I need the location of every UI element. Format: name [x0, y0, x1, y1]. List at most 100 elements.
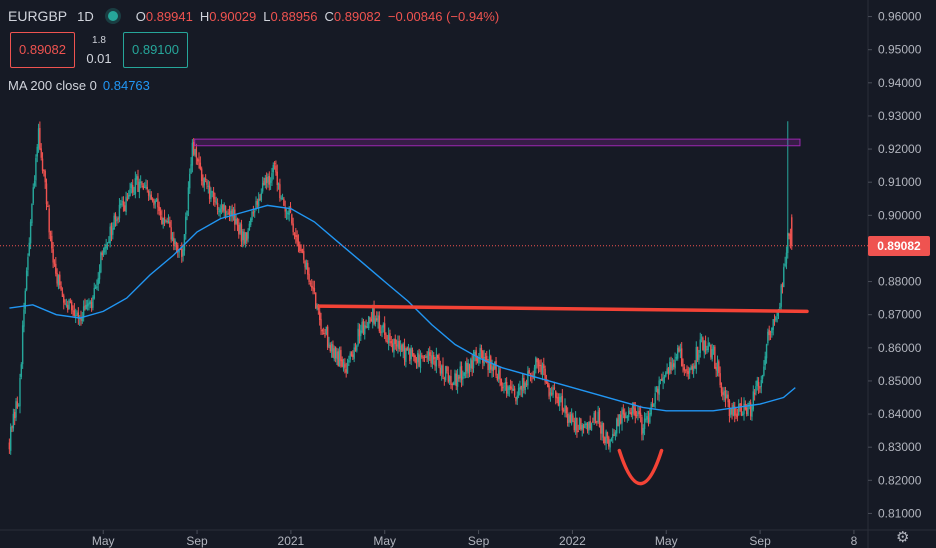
candle-body — [440, 365, 443, 374]
candle-body — [458, 376, 460, 379]
candle-body — [470, 358, 472, 369]
candle-body — [27, 257, 29, 270]
candle-body — [291, 214, 293, 224]
candle-body — [727, 394, 729, 403]
candle-body — [775, 317, 777, 321]
candle-body — [537, 361, 540, 367]
buy-button[interactable]: 0.89100 — [123, 32, 188, 68]
candle-body — [277, 183, 280, 185]
candle-body — [55, 263, 57, 274]
candle-body — [608, 437, 610, 447]
candle-body — [158, 206, 160, 211]
candle-body — [139, 181, 142, 183]
candle-body — [645, 419, 647, 421]
candle-body — [349, 353, 351, 360]
candle-body — [561, 395, 564, 411]
candle-body — [755, 386, 757, 393]
candle-body — [749, 402, 752, 417]
candle-body — [203, 178, 206, 186]
candle-body — [238, 225, 240, 235]
candle-body — [501, 387, 504, 389]
candle-body — [613, 435, 615, 437]
candle-body — [72, 310, 74, 312]
candle-body — [67, 305, 69, 310]
candle-body — [682, 364, 684, 367]
candle-body — [474, 352, 476, 355]
candle-body — [433, 355, 435, 360]
candle-body — [711, 349, 713, 360]
candle-body — [464, 362, 467, 374]
timeframe-label[interactable]: 1D — [77, 8, 94, 24]
gear-icon[interactable]: ⚙ — [896, 529, 910, 546]
candle-body — [382, 324, 385, 328]
candle-body — [684, 369, 687, 371]
candle-body — [434, 360, 436, 366]
candle-body — [691, 366, 694, 370]
candle-body — [345, 369, 347, 373]
candle-body — [157, 198, 159, 208]
candle-body — [259, 198, 261, 201]
candle-body — [536, 358, 538, 363]
candle-body — [748, 403, 751, 405]
candle-body — [718, 361, 720, 373]
candle-body — [169, 221, 171, 228]
candle-body — [631, 403, 634, 414]
candle-body — [369, 317, 371, 319]
candle-body — [589, 420, 591, 429]
candle-body — [150, 194, 152, 200]
candle-body — [726, 394, 728, 399]
candle-body — [93, 288, 95, 299]
low-value: 0.88956 — [270, 8, 318, 24]
time-tick-label: Sep — [186, 534, 208, 548]
candle-body — [334, 346, 337, 359]
candle-body — [196, 159, 199, 162]
candle-body — [120, 203, 122, 206]
ma-indicator-legend[interactable]: MA 200 close 0 0.84763 — [8, 78, 150, 93]
candle-body — [492, 367, 495, 371]
candle-body — [759, 386, 761, 389]
candle-body — [397, 340, 399, 348]
high-value: 0.90029 — [209, 8, 257, 24]
candle-body — [77, 312, 80, 319]
candle-body — [227, 213, 229, 215]
candle-body — [281, 197, 284, 199]
candle-body — [430, 355, 432, 364]
candle-body — [124, 205, 126, 212]
candle-body — [265, 177, 268, 184]
candle-body — [271, 173, 273, 182]
candle-body — [438, 357, 440, 367]
candle-body — [285, 212, 288, 214]
candle-body — [308, 273, 310, 283]
candle-body — [556, 397, 558, 399]
candle-body — [519, 386, 521, 390]
candle-body — [173, 238, 175, 247]
candle-body — [565, 405, 568, 414]
candle-body — [191, 142, 194, 166]
symbol-name[interactable]: EURGBP — [8, 8, 68, 24]
candle-body — [609, 440, 611, 448]
candle-body — [612, 433, 614, 438]
candle-body — [342, 362, 345, 369]
candle-body — [153, 200, 155, 206]
ma-value: 0.84763 — [102, 78, 150, 93]
candle-body — [765, 344, 768, 359]
candle-body — [73, 310, 76, 316]
candle-body — [374, 318, 377, 324]
candle-body — [507, 388, 509, 395]
price-axis[interactable]: 0.81000 0.82000 0.83000 0.84000 0.85000 0.860… — [868, 10, 922, 521]
price-tick-label: 0.91000 — [878, 175, 922, 189]
candle-body — [638, 410, 640, 415]
sell-button[interactable]: 0.89082 — [10, 32, 75, 68]
candle-body — [764, 356, 766, 366]
candle-body — [318, 311, 321, 320]
candle-body — [17, 405, 20, 407]
candle-body — [772, 319, 774, 330]
candle-body — [118, 204, 121, 219]
candle-body — [92, 297, 94, 308]
candle-body — [635, 415, 638, 417]
candle-body — [658, 380, 660, 395]
time-axis[interactable]: May Sep 2021 May Sep 2022 May Sep 8 — [92, 530, 858, 548]
candle-body — [663, 376, 666, 379]
candle-body — [690, 367, 692, 370]
